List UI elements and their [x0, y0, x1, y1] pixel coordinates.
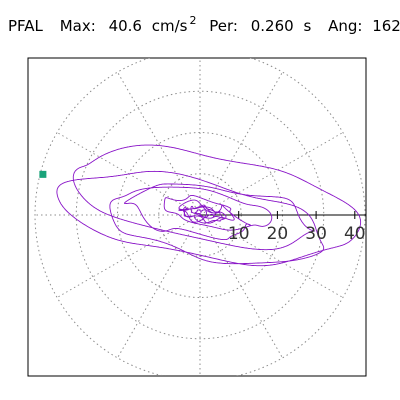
marker-layer	[39, 170, 47, 178]
tick-labels: 10 20 30 40	[228, 224, 366, 244]
ang-value: 162.8	[372, 17, 400, 35]
grid-spoke-120	[117, 71, 201, 216]
ang-label: Ang:	[328, 17, 363, 35]
per-unit: s	[303, 17, 312, 35]
max-unit-power: 2	[189, 14, 197, 27]
radial-tick-label-10: 10	[228, 224, 250, 244]
radial-tick-label-20: 20	[267, 224, 289, 244]
max-unit: cm/s 2	[152, 14, 197, 38]
peak-marker	[39, 170, 47, 178]
grid-spoke-330	[199, 214, 344, 298]
grid-spoke-60	[199, 71, 283, 216]
plot-frame	[27, 57, 367, 377]
grid-spoke-240	[117, 214, 201, 359]
radial-tick-label-30: 30	[305, 224, 327, 244]
chart-title: PFAL Max: 40.6 cm/s 2 Per: 0.260 s Ang: 1…	[8, 14, 400, 38]
radial-tick-label-40: 40	[344, 224, 366, 244]
grid-spoke-300	[199, 214, 283, 359]
radial-axis	[200, 211, 366, 219]
per-label: Per:	[209, 17, 238, 35]
grid-spoke-30	[199, 132, 344, 216]
max-unit-base: cm/s	[151, 17, 188, 35]
orbit-line	[56, 144, 362, 267]
station-code: PFAL	[8, 17, 43, 35]
per-value: 0.260	[250, 17, 294, 35]
orbit-trace	[56, 144, 362, 267]
max-value: 40.6	[108, 17, 142, 35]
max-label: Max:	[59, 17, 96, 35]
